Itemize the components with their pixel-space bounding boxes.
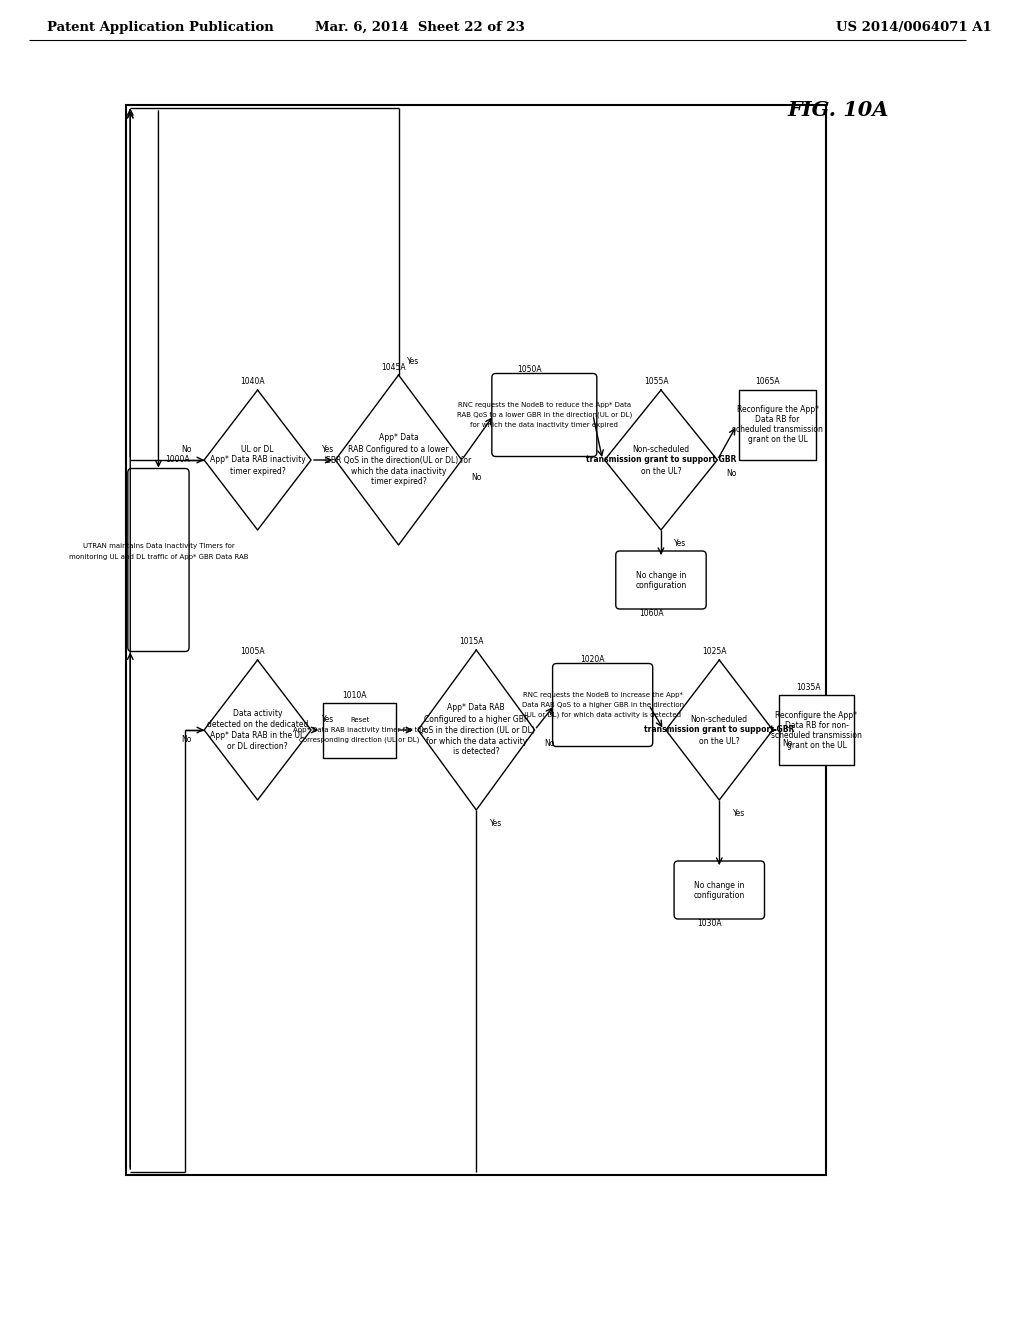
Text: RAB Configured to a lower: RAB Configured to a lower <box>348 445 449 454</box>
Text: scheduled transmission: scheduled transmission <box>732 425 823 434</box>
Text: 1050A: 1050A <box>517 366 542 375</box>
Text: for which the data activity: for which the data activity <box>426 737 527 746</box>
Text: 1005A: 1005A <box>241 648 265 656</box>
Text: App* Data RAB: App* Data RAB <box>447 704 505 713</box>
Text: Yes: Yes <box>732 809 744 818</box>
Text: 1030A: 1030A <box>697 919 722 928</box>
Text: detected on the dedicated: detected on the dedicated <box>207 719 308 729</box>
Text: 1045A: 1045A <box>381 363 406 371</box>
Text: transmission grant to support GBR: transmission grant to support GBR <box>644 726 795 734</box>
Text: App* Data: App* Data <box>379 433 419 442</box>
Bar <box>126 106 826 1175</box>
Text: Reconfigure the App*: Reconfigure the App* <box>736 405 818 414</box>
Text: Non-scheduled: Non-scheduled <box>691 714 748 723</box>
Text: Mar. 6, 2014  Sheet 22 of 23: Mar. 6, 2014 Sheet 22 of 23 <box>315 21 524 33</box>
Text: UL or DL: UL or DL <box>242 445 273 454</box>
Text: 1000A: 1000A <box>166 455 190 465</box>
Text: configuration: configuration <box>635 581 687 590</box>
Text: is detected?: is detected? <box>453 747 500 756</box>
Text: Data RB for non-: Data RB for non- <box>784 721 849 730</box>
Text: Non-scheduled: Non-scheduled <box>633 445 689 454</box>
Text: 1010A: 1010A <box>343 690 367 700</box>
Text: No change in: No change in <box>694 880 744 890</box>
Text: Yes: Yes <box>489 820 502 829</box>
Text: scheduled transmission: scheduled transmission <box>771 730 862 739</box>
Text: 1060A: 1060A <box>639 609 664 618</box>
FancyBboxPatch shape <box>674 861 765 919</box>
Text: 1065A: 1065A <box>756 378 780 387</box>
Text: which the data inactivity: which the data inactivity <box>351 466 446 475</box>
Text: FIG. 10A: FIG. 10A <box>787 100 889 120</box>
Text: Yes: Yes <box>407 356 419 366</box>
Text: grant on the UL: grant on the UL <box>786 741 847 750</box>
Text: timer expired?: timer expired? <box>371 478 426 487</box>
Text: on the UL?: on the UL? <box>699 737 739 746</box>
FancyBboxPatch shape <box>492 374 597 457</box>
Text: US 2014/0064071 A1: US 2014/0064071 A1 <box>836 21 991 33</box>
Text: Configured to a higher GBR: Configured to a higher GBR <box>424 714 529 723</box>
Text: App* Data RAB inactivity timer for the: App* Data RAB inactivity timer for the <box>293 727 426 733</box>
Text: Reconfigure the App*: Reconfigure the App* <box>775 710 857 719</box>
FancyBboxPatch shape <box>553 664 652 747</box>
Text: GBR QoS in the direction(UL or DL) for: GBR QoS in the direction(UL or DL) for <box>326 455 472 465</box>
Text: Reset: Reset <box>350 717 370 723</box>
FancyBboxPatch shape <box>128 469 189 652</box>
Text: for which the data inactivity timer expired: for which the data inactivity timer expi… <box>470 422 618 428</box>
Text: Patent Application Publication: Patent Application Publication <box>47 21 273 33</box>
Text: No: No <box>471 474 481 483</box>
Text: Yes: Yes <box>323 715 335 725</box>
Text: monitoring UL and DL traffic of App* GBR Data RAB: monitoring UL and DL traffic of App* GBR… <box>69 554 248 560</box>
Text: grant on the UL: grant on the UL <box>748 436 808 445</box>
Text: No: No <box>544 739 554 748</box>
Text: 1020A: 1020A <box>581 656 605 664</box>
Text: or DL direction?: or DL direction? <box>227 742 288 751</box>
Text: RNC requests the NodeB to reduce the App* Data: RNC requests the NodeB to reduce the App… <box>458 403 631 408</box>
Text: 1055A: 1055A <box>644 378 669 387</box>
Bar <box>324 702 396 758</box>
Text: No: No <box>181 735 191 744</box>
Text: configuration: configuration <box>693 891 744 899</box>
Text: Yes: Yes <box>323 446 335 454</box>
Text: timer expired?: timer expired? <box>229 466 286 475</box>
Text: RNC requests the NodeB to increase the App*: RNC requests the NodeB to increase the A… <box>522 692 683 698</box>
Bar <box>778 696 854 766</box>
Text: No change in: No change in <box>636 570 686 579</box>
Text: No: No <box>181 446 191 454</box>
Text: QoS in the direction (UL or DL): QoS in the direction (UL or DL) <box>418 726 535 734</box>
Text: on the UL?: on the UL? <box>641 466 681 475</box>
Text: UTRAN maintains Data Inactivity Timers for: UTRAN maintains Data Inactivity Timers f… <box>83 543 234 549</box>
Text: App* Data RAB inactivity: App* Data RAB inactivity <box>210 455 305 465</box>
Text: Data activity: Data activity <box>232 709 283 718</box>
Text: transmission grant to support GBR: transmission grant to support GBR <box>586 455 736 465</box>
Text: 1025A: 1025A <box>702 648 727 656</box>
Text: Yes: Yes <box>674 540 686 549</box>
Text: 1035A: 1035A <box>797 682 821 692</box>
Text: 1015A: 1015A <box>459 638 483 647</box>
Text: Data RB for: Data RB for <box>756 416 800 425</box>
Text: (UL or DL) for which data activity is detected: (UL or DL) for which data activity is de… <box>524 711 681 718</box>
Text: No: No <box>782 739 793 748</box>
Text: App* Data RAB in the UL: App* Data RAB in the UL <box>211 731 305 741</box>
Text: Data RAB QoS to a higher GBR in the direction: Data RAB QoS to a higher GBR in the dire… <box>521 702 684 708</box>
Text: 1040A: 1040A <box>241 378 265 387</box>
Text: No: No <box>727 470 737 479</box>
Text: corresponding direction (UL or DL): corresponding direction (UL or DL) <box>299 737 420 743</box>
FancyBboxPatch shape <box>615 550 707 609</box>
Bar <box>738 389 816 459</box>
Text: RAB QoS to a lower GBR in the direction(UL or DL): RAB QoS to a lower GBR in the direction(… <box>457 412 632 418</box>
